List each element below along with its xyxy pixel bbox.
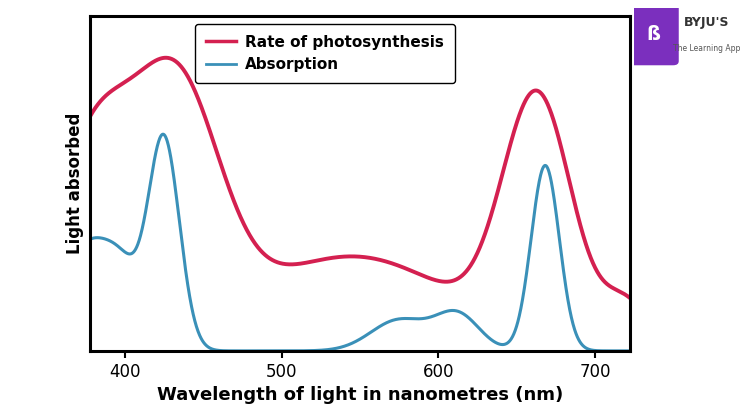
Legend: Rate of photosynthesis, Absorption: Rate of photosynthesis, Absorption <box>195 24 454 83</box>
Y-axis label: Light absorbed: Light absorbed <box>67 113 85 254</box>
Text: ß: ß <box>646 25 661 44</box>
X-axis label: Wavelength of light in nanometres (nm): Wavelength of light in nanometres (nm) <box>157 386 563 404</box>
FancyBboxPatch shape <box>628 4 679 65</box>
Text: The Learning App: The Learning App <box>674 44 740 53</box>
Text: BYJU'S: BYJU'S <box>684 16 730 29</box>
